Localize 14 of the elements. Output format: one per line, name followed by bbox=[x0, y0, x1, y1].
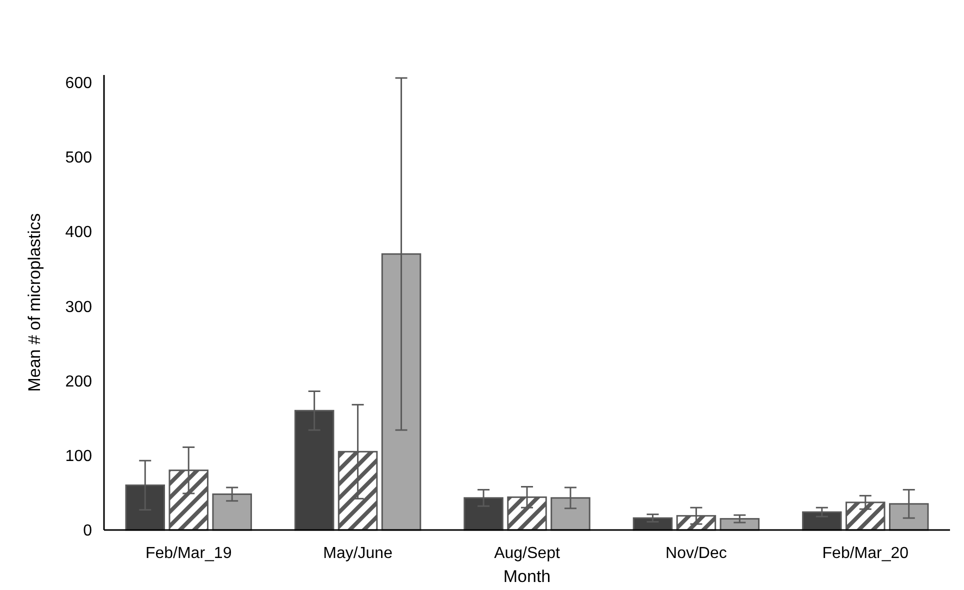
y-tick-label: 400 bbox=[65, 224, 92, 242]
y-axis-title: Mean # of microplastics bbox=[25, 213, 44, 392]
x-tick-label: May/June bbox=[323, 545, 393, 562]
x-tick-label: Nov/Dec bbox=[666, 545, 727, 562]
x-axis-title: Month bbox=[503, 567, 551, 586]
y-tick-label: 100 bbox=[65, 448, 92, 466]
y-tick-label: 0 bbox=[83, 522, 92, 540]
y-tick-label: 600 bbox=[65, 75, 92, 92]
x-tick-label: Feb/Mar_19 bbox=[145, 545, 232, 562]
x-tick-label: Aug/Sept bbox=[494, 545, 560, 562]
x-tick-label: Feb/Mar_20 bbox=[822, 545, 909, 562]
y-tick-label: 500 bbox=[65, 150, 92, 167]
y-tick-label: 300 bbox=[65, 298, 92, 316]
y-tick-label: 200 bbox=[65, 373, 92, 390]
